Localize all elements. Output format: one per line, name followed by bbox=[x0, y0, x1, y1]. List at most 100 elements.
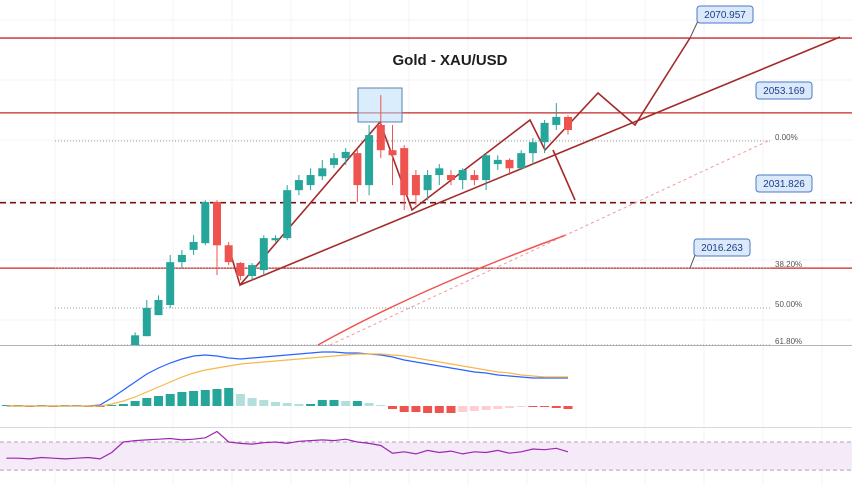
candle-body bbox=[283, 190, 292, 239]
highlight-box bbox=[357, 87, 403, 123]
histogram-bar bbox=[212, 389, 222, 406]
zigzag-drawing bbox=[227, 37, 691, 287]
histogram-bar bbox=[271, 402, 280, 406]
moving-average bbox=[317, 234, 567, 346]
histogram-bar bbox=[540, 406, 550, 407]
candles bbox=[131, 95, 572, 345]
candle-body bbox=[482, 155, 491, 181]
candle-body bbox=[564, 116, 572, 131]
histogram-bar bbox=[294, 404, 304, 406]
candle-body bbox=[142, 307, 151, 337]
candle-body bbox=[505, 159, 514, 169]
histogram-bar bbox=[200, 390, 210, 406]
histogram-bar bbox=[142, 398, 152, 406]
histogram-bar bbox=[329, 400, 339, 406]
macd-panel bbox=[1, 351, 573, 413]
candle-body bbox=[248, 265, 257, 276]
histogram-bar bbox=[306, 404, 316, 406]
trendline bbox=[239, 36, 841, 286]
histogram-bar bbox=[189, 391, 199, 406]
rsi-line bbox=[6, 430, 569, 460]
candle-body bbox=[423, 175, 432, 191]
histogram-bar bbox=[399, 406, 409, 412]
histogram-bar bbox=[423, 406, 433, 413]
drawings bbox=[227, 36, 841, 346]
histogram-bar bbox=[563, 406, 573, 409]
fib-label: 0.00% bbox=[775, 133, 798, 142]
candle-body bbox=[400, 148, 409, 196]
candle-body bbox=[493, 159, 502, 165]
candle-body bbox=[189, 241, 198, 250]
price-label: 2070.957 bbox=[704, 10, 746, 21]
histogram-bar bbox=[528, 406, 538, 407]
histogram-bar bbox=[118, 404, 128, 406]
histogram-bar bbox=[224, 388, 234, 406]
price-labels: 2070.957 2053.169 2031.826 2016.263 0.00% 38.… bbox=[689, 5, 813, 346]
histogram-bar bbox=[493, 406, 503, 409]
histogram-bar bbox=[551, 406, 561, 408]
candle-body bbox=[365, 135, 374, 186]
histogram-bar bbox=[317, 400, 327, 406]
histogram-bar bbox=[247, 398, 257, 406]
histogram-bar bbox=[388, 406, 397, 409]
histogram-bar bbox=[352, 401, 362, 406]
fib-label: 61.80% bbox=[775, 337, 802, 346]
candle-body bbox=[411, 175, 420, 196]
candle-body bbox=[306, 175, 315, 186]
projection-line bbox=[552, 149, 576, 201]
candle-body bbox=[388, 150, 397, 156]
histogram-bar bbox=[235, 394, 245, 406]
candle-body bbox=[540, 122, 549, 143]
histogram-bar bbox=[364, 403, 374, 406]
histogram-bar bbox=[458, 406, 468, 412]
candle-body bbox=[528, 142, 537, 154]
candle-body bbox=[552, 116, 561, 125]
candle-body bbox=[447, 175, 455, 181]
candle-body bbox=[294, 180, 303, 191]
histogram-bar bbox=[165, 394, 175, 406]
candle-body bbox=[318, 168, 327, 177]
fib-label: 50.00% bbox=[775, 300, 802, 309]
chart-title: Gold - XAU/USD bbox=[393, 52, 508, 69]
candle-body bbox=[330, 158, 338, 165]
trend-channel bbox=[329, 139, 771, 346]
candle-body bbox=[224, 245, 233, 263]
candle-body bbox=[376, 124, 385, 151]
candle-body bbox=[154, 299, 163, 316]
histogram-bar bbox=[411, 406, 421, 412]
candle-body bbox=[435, 168, 444, 176]
histogram-bar bbox=[282, 403, 292, 406]
rsi-band bbox=[0, 442, 852, 471]
candle-body bbox=[213, 201, 221, 246]
histogram-bar bbox=[434, 406, 444, 413]
label-box bbox=[696, 5, 754, 24]
histogram-bar bbox=[177, 392, 187, 406]
label-box bbox=[693, 238, 751, 257]
histogram-bar bbox=[154, 396, 163, 406]
rsi-panel bbox=[0, 430, 852, 471]
label-box bbox=[755, 174, 813, 193]
histogram-bar bbox=[446, 406, 456, 413]
candle-body bbox=[131, 335, 140, 345]
histogram-bar bbox=[341, 401, 351, 406]
candle-body bbox=[271, 238, 280, 241]
candle-body bbox=[259, 238, 268, 271]
candle-body bbox=[470, 175, 479, 181]
histogram-bar bbox=[107, 405, 117, 406]
histogram-bar bbox=[516, 406, 526, 407]
macd-line bbox=[6, 353, 568, 407]
label-box bbox=[755, 81, 813, 100]
candle-body bbox=[458, 169, 467, 181]
candle-body bbox=[353, 153, 362, 186]
price-label: 2053.169 bbox=[763, 86, 805, 97]
histogram-bar bbox=[505, 406, 514, 408]
fib-label: 38.20% bbox=[775, 260, 802, 269]
macd-line bbox=[6, 351, 568, 407]
histogram-bar bbox=[481, 406, 491, 410]
histogram-bar bbox=[469, 406, 479, 411]
price-label: 2031.826 bbox=[763, 179, 805, 190]
histogram-bar bbox=[376, 405, 386, 406]
candle-body bbox=[166, 262, 175, 306]
